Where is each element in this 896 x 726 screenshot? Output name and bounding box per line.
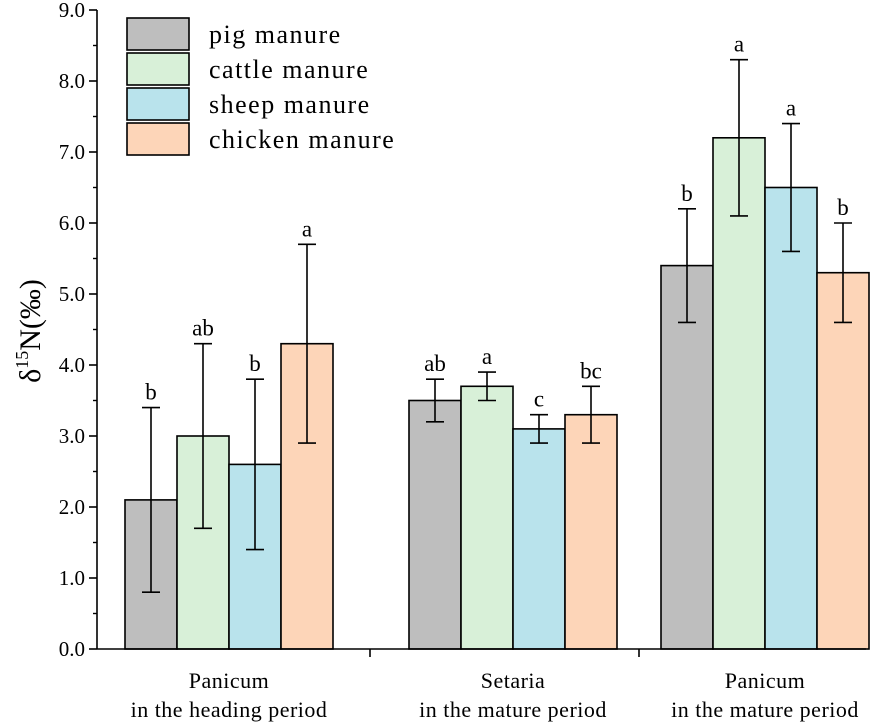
x-category-sublabel: in the mature period bbox=[419, 697, 607, 722]
y-tick-label: 9.0 bbox=[59, 0, 85, 22]
y-tick-label: 4.0 bbox=[59, 353, 85, 377]
significance-letter: a bbox=[302, 216, 312, 241]
y-tick-label: 1.0 bbox=[59, 566, 85, 590]
y-tick-label: 5.0 bbox=[59, 282, 85, 306]
bar bbox=[408, 399, 462, 650]
x-category-sublabel: in the heading period bbox=[131, 697, 328, 722]
legend: pig manure cattle manure sheep manure chick… bbox=[126, 17, 395, 156]
bar bbox=[764, 186, 818, 650]
significance-letter: a bbox=[734, 32, 744, 57]
bar bbox=[660, 264, 714, 650]
legend-label: chicken manure bbox=[209, 125, 395, 154]
significance-letter: bc bbox=[580, 358, 602, 383]
x-category-sublabel: in the mature period bbox=[671, 697, 859, 722]
bar bbox=[460, 385, 514, 650]
bar bbox=[512, 428, 566, 650]
legend-label: pig manure bbox=[209, 20, 342, 49]
y-tick-label: 7.0 bbox=[59, 140, 85, 164]
significance-letter: b bbox=[249, 351, 261, 376]
y-tick-label: 3.0 bbox=[59, 424, 85, 448]
y-tick-label: 6.0 bbox=[59, 211, 85, 235]
x-category-label: Panicum bbox=[189, 668, 270, 693]
bars-layer bbox=[124, 137, 870, 650]
legend-swatch bbox=[126, 52, 190, 86]
significance-letter: ab bbox=[424, 351, 446, 376]
axes-layer: 0.0 1.0 2.0 3.0 4.0 5.0 6.0 7.0 8.0 9.0 Panicum in … bbox=[59, 0, 866, 722]
y-axis-label: δ15N(‰) bbox=[12, 279, 47, 383]
bar bbox=[564, 413, 618, 650]
x-category-label: Setaria bbox=[481, 668, 546, 693]
legend-label: cattle manure bbox=[209, 55, 369, 84]
legend-swatch bbox=[126, 87, 190, 121]
legend-swatch bbox=[126, 17, 190, 51]
legend-swatch bbox=[126, 122, 190, 156]
significance-letter: c bbox=[534, 387, 544, 412]
y-tick-label: 2.0 bbox=[59, 495, 85, 519]
significance-letter: ab bbox=[192, 316, 214, 341]
significance-letter: a bbox=[786, 96, 796, 121]
bar bbox=[816, 271, 870, 650]
x-category-label: Panicum bbox=[725, 668, 806, 693]
significance-letter: b bbox=[145, 380, 157, 405]
significance-letter: b bbox=[681, 181, 693, 206]
significance-letter: a bbox=[482, 344, 492, 369]
legend-label: sheep manure bbox=[209, 90, 371, 119]
y-tick-label: 0.0 bbox=[59, 637, 85, 661]
y-tick-label: 8.0 bbox=[59, 69, 85, 93]
error-bars-layer bbox=[142, 58, 852, 594]
significance-letter: b bbox=[837, 195, 849, 220]
